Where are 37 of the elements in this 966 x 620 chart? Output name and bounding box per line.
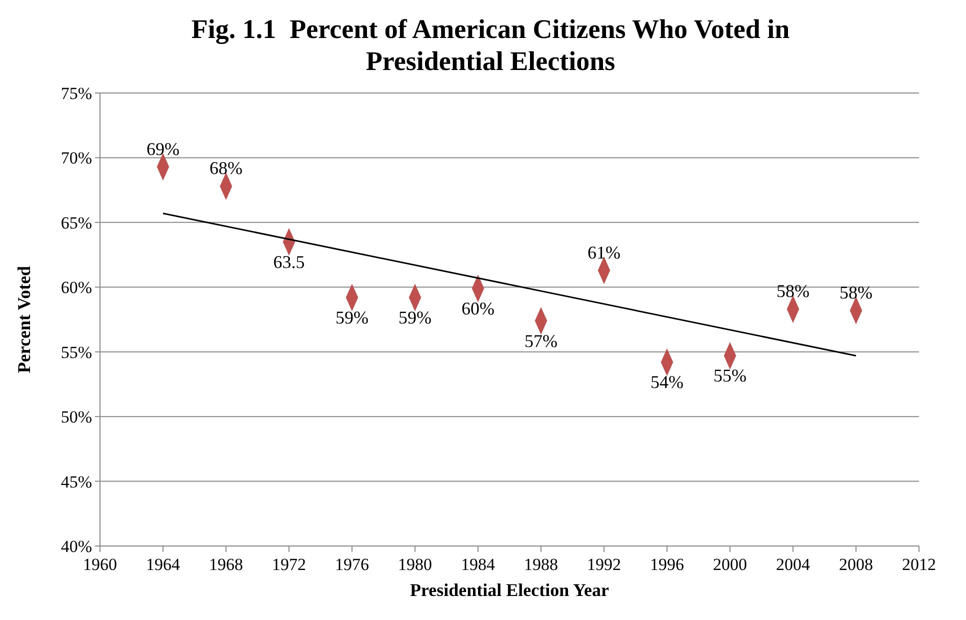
x-tick-label: 1984 — [461, 555, 496, 574]
data-label: 58% — [776, 281, 810, 302]
x-tick-label: 1992 — [587, 555, 621, 574]
y-axis-title: Percent Voted — [14, 266, 34, 374]
y-tick-label: 40% — [60, 537, 92, 556]
y-tick-label: 70% — [60, 148, 92, 168]
x-tick-label: 1960 — [83, 555, 117, 574]
x-tick-label: 1964 — [146, 555, 180, 574]
y-tick-label: 65% — [60, 213, 92, 232]
data-label: 57% — [524, 330, 558, 351]
x-tick-label: 2012 — [902, 555, 936, 574]
data-label: 61% — [588, 242, 620, 262]
data-label: 55% — [714, 366, 746, 386]
chart-title: Fig. 1.1 Percent of American Citizens Who Voted in Presidential Elections — [191, 14, 790, 76]
x-tick-label: 1980 — [398, 555, 432, 574]
x-tick-label: 2004 — [776, 555, 810, 574]
x-tick-label: 1968 — [209, 555, 243, 574]
y-tick-label: 45% — [60, 472, 92, 492]
x-tick-label: 1988 — [524, 555, 558, 574]
data-label: 69% — [146, 138, 180, 159]
data-label: 59% — [398, 307, 432, 328]
x-axis-title: Presidential Election Year — [410, 580, 609, 600]
x-tick-label: 1996 — [650, 555, 684, 574]
y-tick-label: 75% — [60, 84, 92, 103]
data-label: 60% — [462, 298, 494, 318]
y-tick-label: 50% — [60, 408, 92, 427]
x-tick-label: 1972 — [272, 555, 306, 574]
y-tick-label: 60% — [60, 278, 92, 298]
data-label: 59% — [336, 307, 368, 328]
x-tick-label: 2008 — [839, 555, 873, 574]
data-label: 68% — [210, 158, 242, 178]
x-tick-label: 2000 — [713, 555, 747, 574]
y-tick-label: 55% — [60, 342, 92, 362]
data-label: 63.5 — [273, 252, 305, 272]
data-label: 58% — [840, 282, 872, 302]
x-tick-label: 1976 — [335, 555, 369, 574]
data-label: 54% — [650, 372, 684, 392]
